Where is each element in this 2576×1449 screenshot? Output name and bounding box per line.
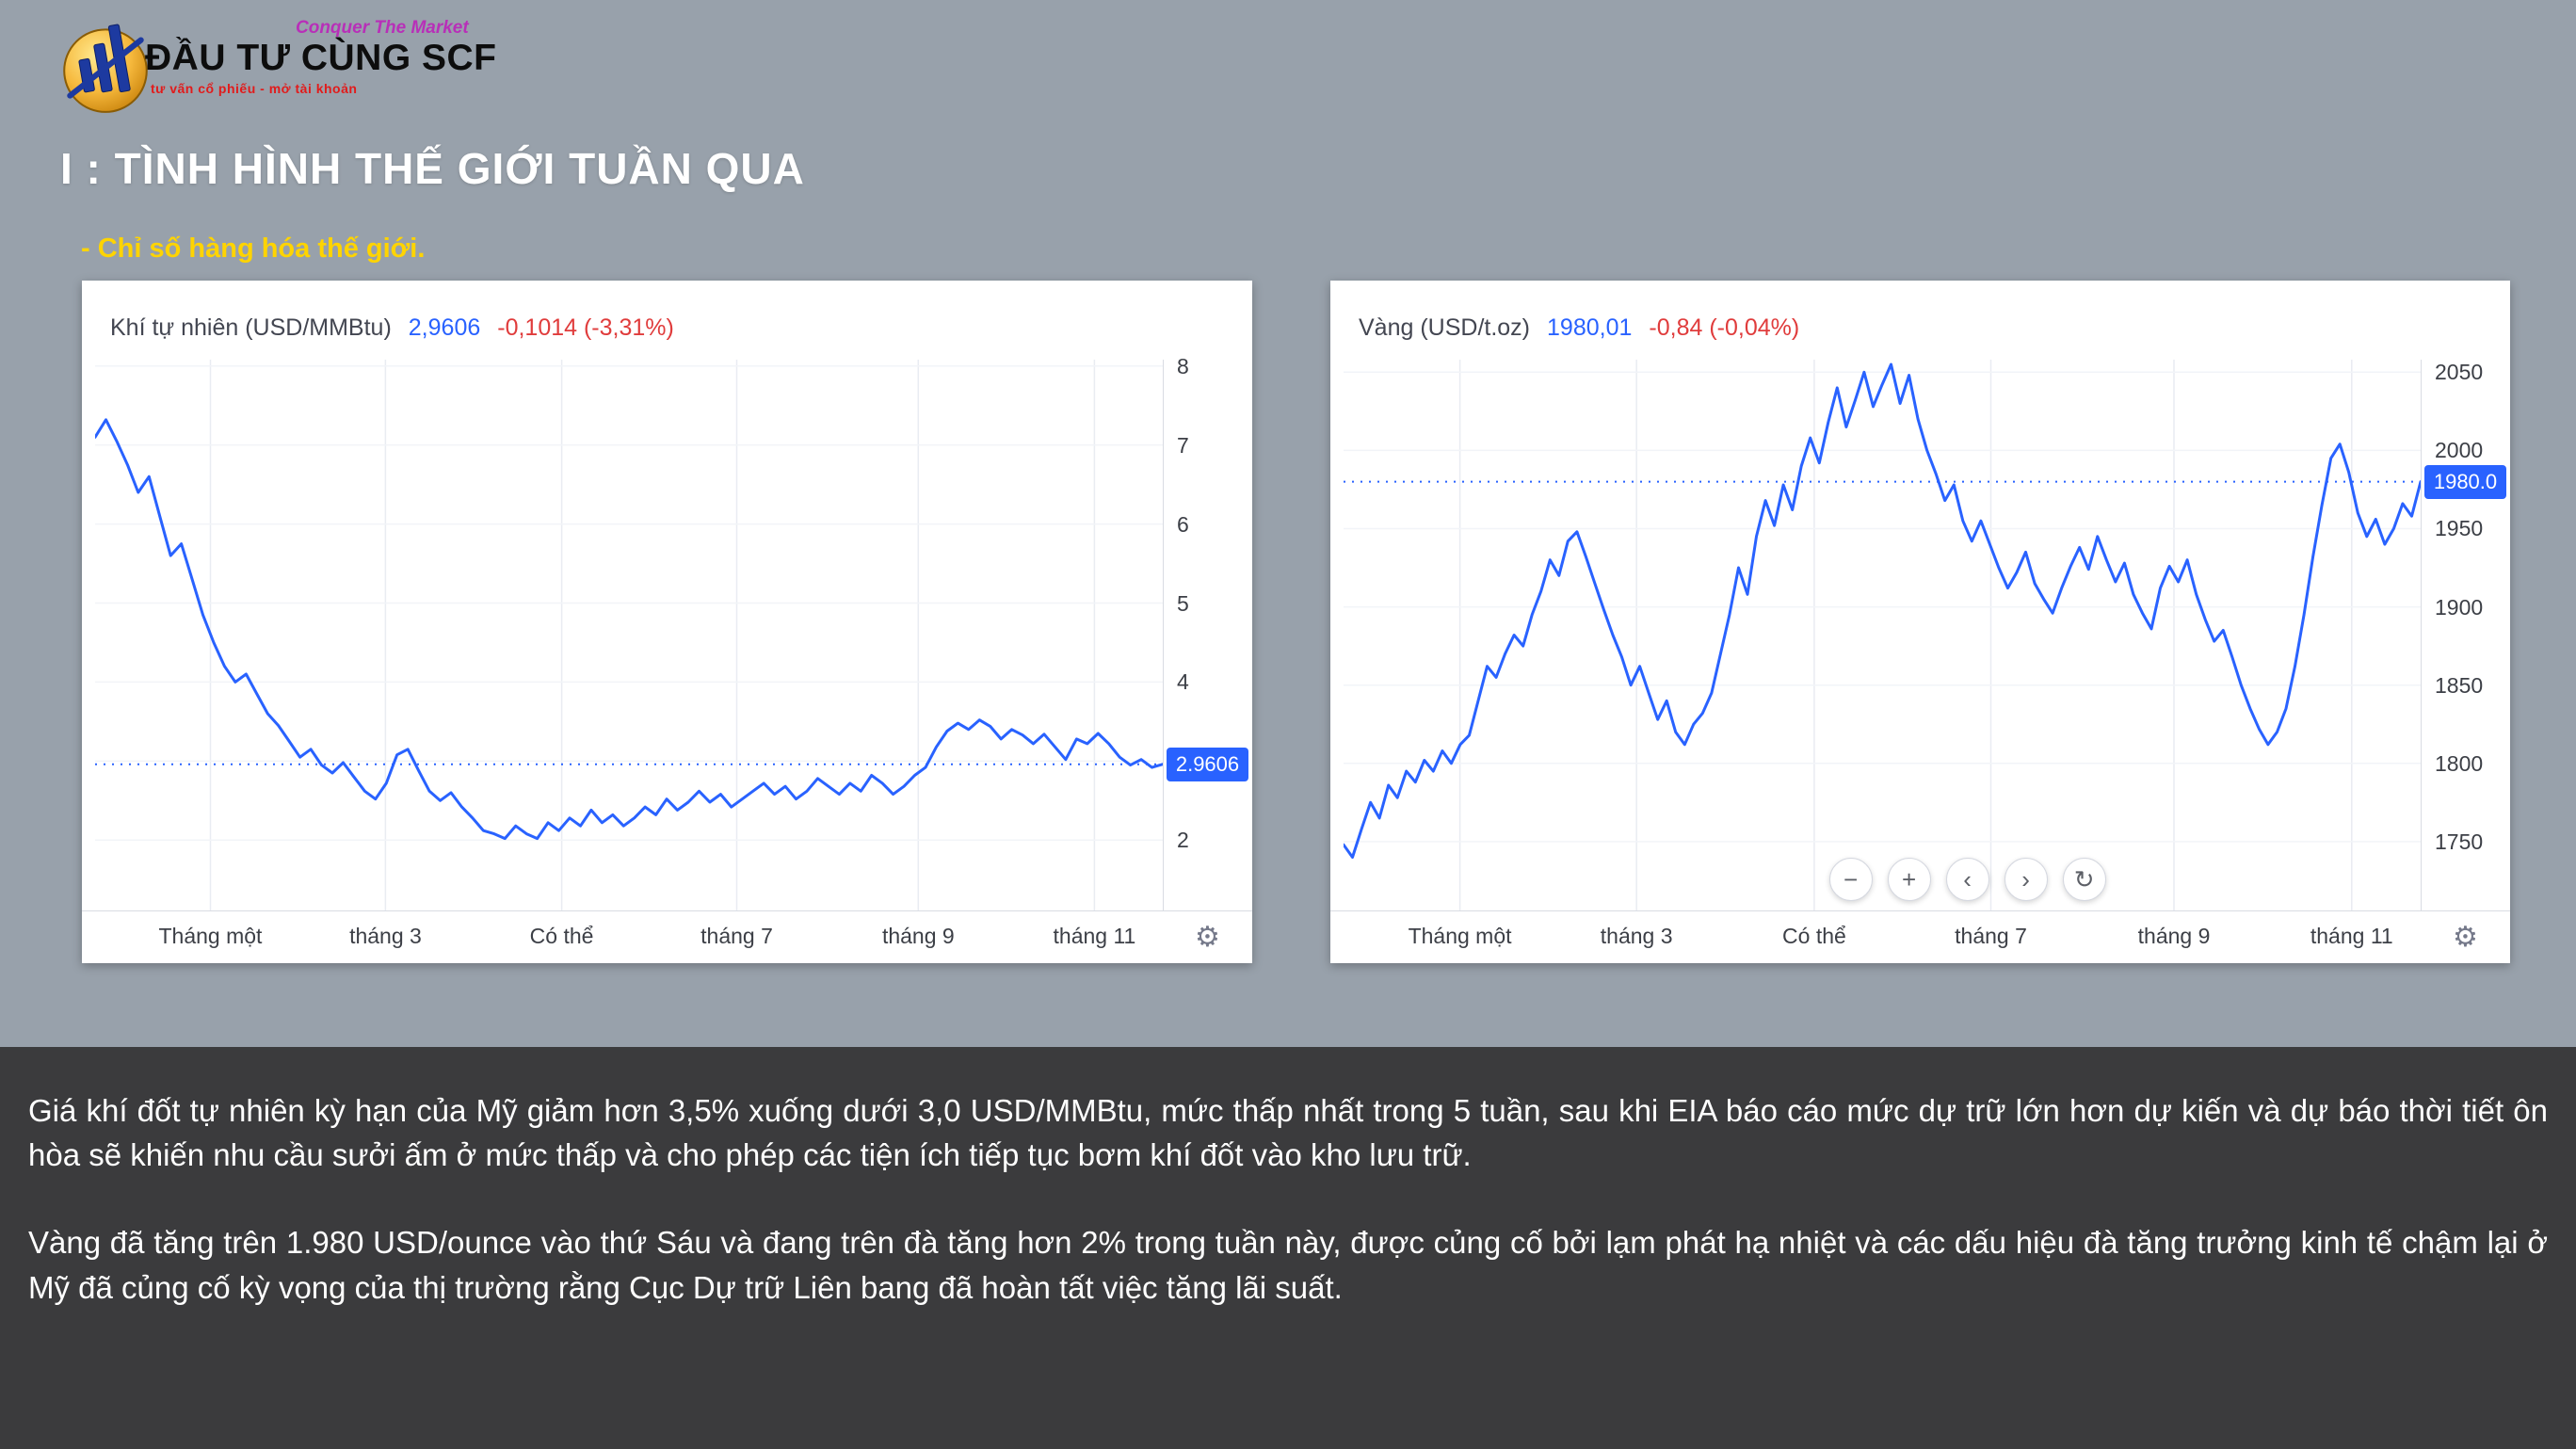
y-axis-tick: 2 [1177,828,1189,853]
chart-header: Vàng (USD/t.oz) 1980,01 -0,84 (-0,04%) [1330,281,2510,360]
chart-last-price: 1980,01 [1547,314,1633,341]
x-axis-label: tháng 3 [1600,924,1673,948]
natural-gas-chart-panel: Khí tự nhiên (USD/MMBtu) 2,9606 -0,1014 … [82,281,1252,963]
y-axis-tick: 1750 [2435,829,2484,854]
commentary-section: Giá khí đốt tự nhiên kỳ hạn của Mỹ giảm … [0,1047,2576,1449]
last-price-label: 1980.0 [2424,464,2506,499]
x-axis-label: tháng 9 [881,924,955,948]
x-axis-label: tháng 7 [700,924,773,948]
x-axis-label: tháng 11 [2310,924,2393,948]
gas-commentary: Giá khí đốt tự nhiên kỳ hạn của Mỹ giảm … [28,1093,2548,1173]
gear-cell: ⚙ [2421,911,2510,963]
logo-subtext: tư vấn cổ phiếu - mở tài khoản [151,81,358,96]
scroll-right-button[interactable]: › [2004,858,2048,901]
price-axis: 2050 2000 1950 1900 1850 1800 1750 1980.0 [2421,360,2510,910]
x-axis-label: tháng 7 [1955,924,2027,948]
logo-brand-name: ĐẦU TƯ CÙNG SCF [145,37,497,78]
x-axis-label: tháng 9 [2137,924,2211,948]
chart-header: Khí tự nhiên (USD/MMBtu) 2,9606 -0,1014 … [82,281,1252,360]
brand-logo: Conquer The Market ĐẦU TƯ CÙNG SCF tư vấ… [53,11,497,117]
chart-body: 87654322.9606 [82,354,1252,910]
settings-gear-icon[interactable]: ⚙ [1195,922,1220,953]
logo-tagline: Conquer The Market [296,18,469,38]
x-axis-label: tháng 11 [1053,924,1136,948]
time-axis: Tháng một tháng 3 Có thể tháng 7 tháng 9 thán… [82,910,1252,963]
x-axis-label: Có thể [1782,924,1846,948]
y-axis-tick: 2050 [2435,360,2484,385]
gold-chart-panel: Vàng (USD/t.oz) 1980,01 -0,84 (-0,04%) 2… [1330,281,2510,963]
y-axis-tick: 7 [1177,432,1189,458]
y-axis-tick: 1900 [2435,594,2484,620]
logo-text: Conquer The Market ĐẦU TƯ CÙNG SCF tư vấ… [145,11,497,96]
scf-logo-icon [63,24,148,113]
y-axis-tick: 6 [1177,511,1189,537]
time-axis-labels: Tháng một tháng 3 Có thể tháng 7 tháng 9 thán… [95,911,1163,963]
x-axis-label: Tháng một [1408,924,1512,948]
y-axis-tick: 2000 [2435,438,2484,463]
y-axis-tick: 4 [1177,669,1189,695]
natural-gas-price-chart[interactable] [95,360,1163,910]
chart-change: -0,1014 (-3,31%) [497,314,674,341]
y-axis-tick: 1800 [2435,750,2484,776]
gold-price-chart[interactable] [1344,360,2421,910]
y-axis-tick: 5 [1177,590,1189,616]
x-axis-label: Có thể [529,924,594,948]
price-axis: 87654322.9606 [1163,354,1252,910]
gear-cell: ⚙ [1163,911,1252,963]
x-axis-label: tháng 3 [349,924,422,948]
chart-title: Khí tự nhiên (USD/MMBtu) [110,314,392,341]
reset-view-button[interactable]: ↻ [2062,858,2106,901]
chart-change: -0,84 (-0,04%) [1649,314,1800,341]
settings-gear-icon[interactable]: ⚙ [2453,922,2478,953]
y-axis-tick: 1850 [2435,672,2484,698]
chart-body: 2050 2000 1950 1900 1850 1800 1750 1980.0 − + ‹… [1330,360,2510,910]
zoom-in-button[interactable]: + [1887,858,1931,901]
chart-last-price: 2,9606 [408,314,481,341]
time-axis: Tháng một tháng 3 Có thể tháng 7 tháng 9 thán… [1330,910,2510,963]
zoom-out-button[interactable]: − [1828,858,1873,901]
page-title: I : TÌNH HÌNH THẾ GIỚI TUẦN QUA [60,144,805,193]
chart-zoom-controls: − + ‹ › ↻ [1828,858,2106,901]
gold-commentary: Vàng đã tăng trên 1.980 USD/ounce vào th… [28,1225,2548,1305]
last-price-label: 2.9606 [1167,747,1248,781]
page-subtitle: - Chỉ số hàng hóa thế giới. [81,233,426,264]
time-axis-labels: Tháng một tháng 3 Có thể tháng 7 tháng 9 thán… [1344,911,2421,963]
chart-title: Vàng (USD/t.oz) [1359,314,1531,341]
x-axis-label: Tháng một [158,924,263,948]
scroll-left-button[interactable]: ‹ [1945,858,1989,901]
y-axis-tick: 1950 [2435,516,2484,541]
y-axis-tick: 8 [1177,353,1189,378]
